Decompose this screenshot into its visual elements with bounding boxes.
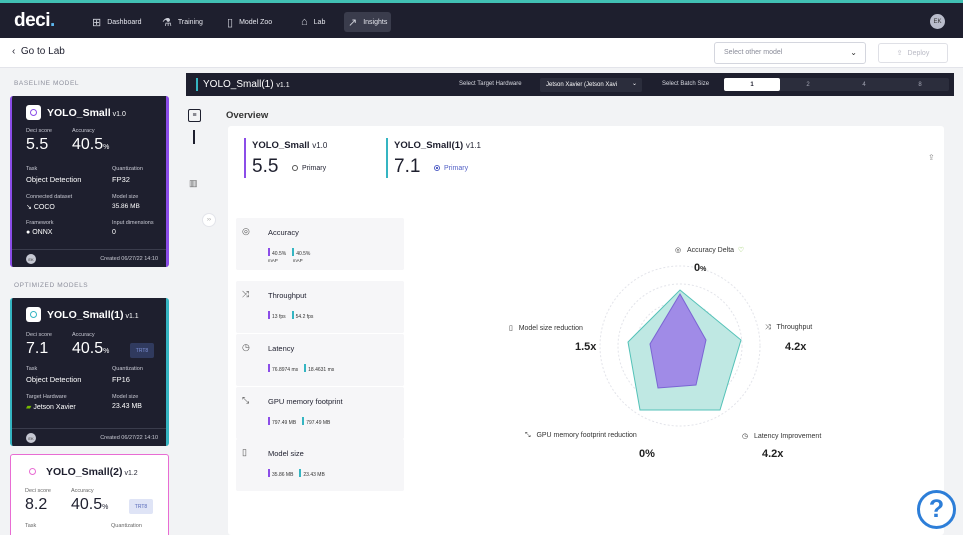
radar-value-gpu-memory: 0%: [639, 448, 655, 460]
lab-icon: ⌂: [301, 16, 308, 28]
shuffle-icon: ⤨: [765, 324, 773, 331]
metric-model-size: ▯ Model size 35.86 MB 23.43 MB: [236, 439, 404, 491]
card-footer: EK Created 06/27/22 14:10: [12, 249, 166, 267]
collapse-sidebar-button[interactable]: ››: [202, 213, 216, 227]
metric-latency: ◷ Latency 76.8974 ms 18.4631 ms: [236, 334, 404, 386]
nvidia-icon: ▰: [26, 404, 34, 411]
go-to-lab-link[interactable]: ‹ Go to Lab: [12, 46, 65, 57]
optimized-model-card-1[interactable]: YOLO_Small(1) v1.1 Deci score 7.1 Accurac…: [10, 298, 169, 446]
nav-training[interactable]: ⚗ Training: [162, 16, 203, 29]
chevron-down-icon: ⌄: [850, 48, 857, 57]
radar-value-throughput: 4.2x: [785, 341, 807, 353]
trt-badge: TRT8: [130, 343, 154, 358]
target-icon: ◎: [675, 247, 684, 254]
chevron-down-icon: ⌄: [631, 81, 637, 87]
insights-icon: ↗: [348, 16, 358, 29]
top-navbar: deci. ⊞ Dashboard ⚗ Training ▯ Model Zoo ⌂ L…: [0, 0, 963, 38]
upload-icon: ⇪: [896, 50, 903, 57]
help-button[interactable]: ?: [917, 490, 956, 529]
nav-lab[interactable]: ⌂ Lab: [301, 16, 326, 28]
radar-value-latency: 4.2x: [762, 448, 784, 460]
radar-label-accuracy-delta: ◎ Accuracy Delta ♡: [675, 247, 745, 254]
nav-insights[interactable]: ↗ Insights: [344, 12, 392, 32]
deci-score: 5.5: [26, 136, 49, 153]
radar-value-accuracy-delta: 0%: [694, 262, 707, 274]
clock-icon: ◷: [242, 342, 250, 352]
primary-radio[interactable]: Primary: [434, 165, 468, 172]
accuracy-value: 40.5%: [72, 136, 110, 153]
model-zoo-icon: ▯: [227, 16, 234, 29]
clock-icon: ◷: [742, 433, 751, 440]
model-sidebar: BASELINE MODEL YOLO_Small v1.0 Deci score…: [0, 68, 180, 535]
deci-logo[interactable]: deci.: [14, 10, 55, 31]
avatar: EK: [26, 254, 36, 264]
batch-option-4[interactable]: 4: [862, 81, 866, 88]
batch-option-1[interactable]: 1: [724, 78, 780, 91]
model-icon: [25, 464, 40, 479]
batch-size-selector: 1 2 4 8: [724, 78, 949, 91]
compress-icon: ⤡: [525, 432, 533, 439]
accuracy-value: 40.5%: [72, 340, 110, 357]
primary-radio[interactable]: Primary: [292, 165, 326, 172]
dataset-icon: ↘: [26, 204, 34, 211]
baseline-model-card[interactable]: YOLO_Small v1.0 Deci score 5.5 Accuracy 4…: [10, 96, 169, 267]
onnx-icon: ●: [26, 229, 33, 236]
training-icon: ⚗: [162, 16, 172, 29]
target-icon: ◎: [242, 226, 250, 236]
export-icon[interactable]: ⇪: [928, 153, 935, 162]
view-switcher: ≡ ▥: [186, 100, 202, 535]
overview-title: Overview: [226, 110, 269, 121]
overview-view-icon[interactable]: ≡: [188, 109, 201, 122]
select-other-model-dropdown[interactable]: Select other model ⌄: [714, 42, 866, 64]
radar-label-model-size: ▯ Model size reduction: [509, 325, 583, 332]
chevron-left-icon: ‹: [12, 46, 21, 57]
lightbulb-icon: ♡: [737, 247, 745, 254]
file-icon: ▯: [242, 447, 247, 457]
model-title: YOLO_Small(1) v1.1: [203, 79, 290, 90]
deploy-button[interactable]: ⇪ Deploy: [878, 43, 948, 63]
optimized-model-card-2[interactable]: YOLO_Small(2) v1.2 Deci score 8.2 Accurac…: [10, 454, 169, 535]
radar-label-latency: ◷ Latency Improvement: [742, 433, 822, 440]
metric-gpu-memory: ⤡ GPU memory footprint 797.49 MB 797.49 MB: [236, 387, 404, 439]
nav-model-zoo[interactable]: ▯ Model Zoo: [227, 16, 273, 29]
metric-throughput: ⤨ Throughput 13 fps 54.2 fps: [236, 281, 404, 333]
target-hardware-select[interactable]: Jetson Xavier (Jetson Xavi ⌄: [540, 78, 642, 92]
file-icon: ▯: [509, 325, 515, 332]
model-icon: [26, 105, 41, 120]
radar-label-throughput: ⤨ Throughput: [765, 324, 813, 331]
user-avatar[interactable]: EK: [930, 14, 945, 29]
compress-icon: ⤡: [242, 395, 250, 405]
radar-value-model-size: 1.5x: [575, 341, 597, 353]
shuffle-icon: ⤨: [242, 289, 250, 299]
deci-score: 7.1: [26, 340, 49, 357]
trt-badge: TRT8: [129, 499, 153, 514]
metric-accuracy: ◎ Accuracy 40.5% 40.5% mAP mAP: [236, 218, 404, 270]
radar-label-gpu-memory: ⤡ GPU memory footprint reduction: [525, 432, 637, 439]
bar-chart-view-icon[interactable]: ▥: [189, 178, 198, 188]
radar-chart: [599, 265, 761, 427]
accuracy-value: 40.5%: [71, 496, 109, 513]
batch-option-2[interactable]: 2: [806, 81, 810, 88]
radar-baseline-area: [649, 293, 707, 389]
avatar: EK: [26, 433, 36, 443]
nav-dashboard[interactable]: ⊞ Dashboard: [92, 16, 142, 29]
card-footer: EK Created 06/27/22 14:10: [12, 428, 166, 446]
radar-ring: [599, 265, 761, 427]
grid-icon: ⊞: [92, 16, 102, 29]
model-icon: [26, 307, 41, 322]
baseline-section-label: BASELINE MODEL: [14, 80, 80, 87]
optimized-section-label: OPTIMIZED MODELS: [14, 282, 89, 289]
deci-score: 8.2: [25, 496, 48, 513]
batch-option-8[interactable]: 8: [918, 81, 922, 88]
